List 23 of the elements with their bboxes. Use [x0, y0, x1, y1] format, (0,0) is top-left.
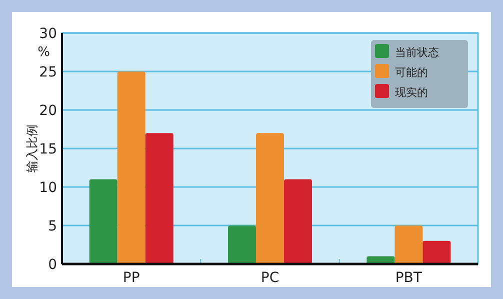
x-tick-label: PP	[122, 270, 140, 286]
legend-label: 可能的	[395, 66, 428, 79]
x-tick-label: PC	[260, 270, 280, 286]
y-tick-label: 10	[39, 180, 57, 196]
bar	[394, 226, 423, 264]
y-tick-label: 25	[39, 64, 57, 80]
legend-label: 现实的	[395, 86, 428, 99]
bar	[256, 133, 284, 264]
bar	[145, 133, 174, 264]
bar	[89, 179, 118, 264]
y-axis-title: 输入比例	[25, 124, 39, 172]
y-tick-label: 5	[48, 218, 57, 234]
bar	[422, 240, 451, 264]
y-tick-label: 30	[39, 26, 57, 42]
bar	[228, 226, 256, 264]
y-tick-label: 0	[48, 257, 57, 273]
legend-label: 当前状态	[395, 46, 439, 59]
bar	[284, 179, 312, 264]
text: %	[38, 45, 50, 60]
y-tick-label: 15	[39, 142, 57, 158]
y-tick-label: 20	[39, 103, 57, 119]
x-tick-label: PBT	[395, 270, 422, 286]
bar	[117, 72, 146, 264]
